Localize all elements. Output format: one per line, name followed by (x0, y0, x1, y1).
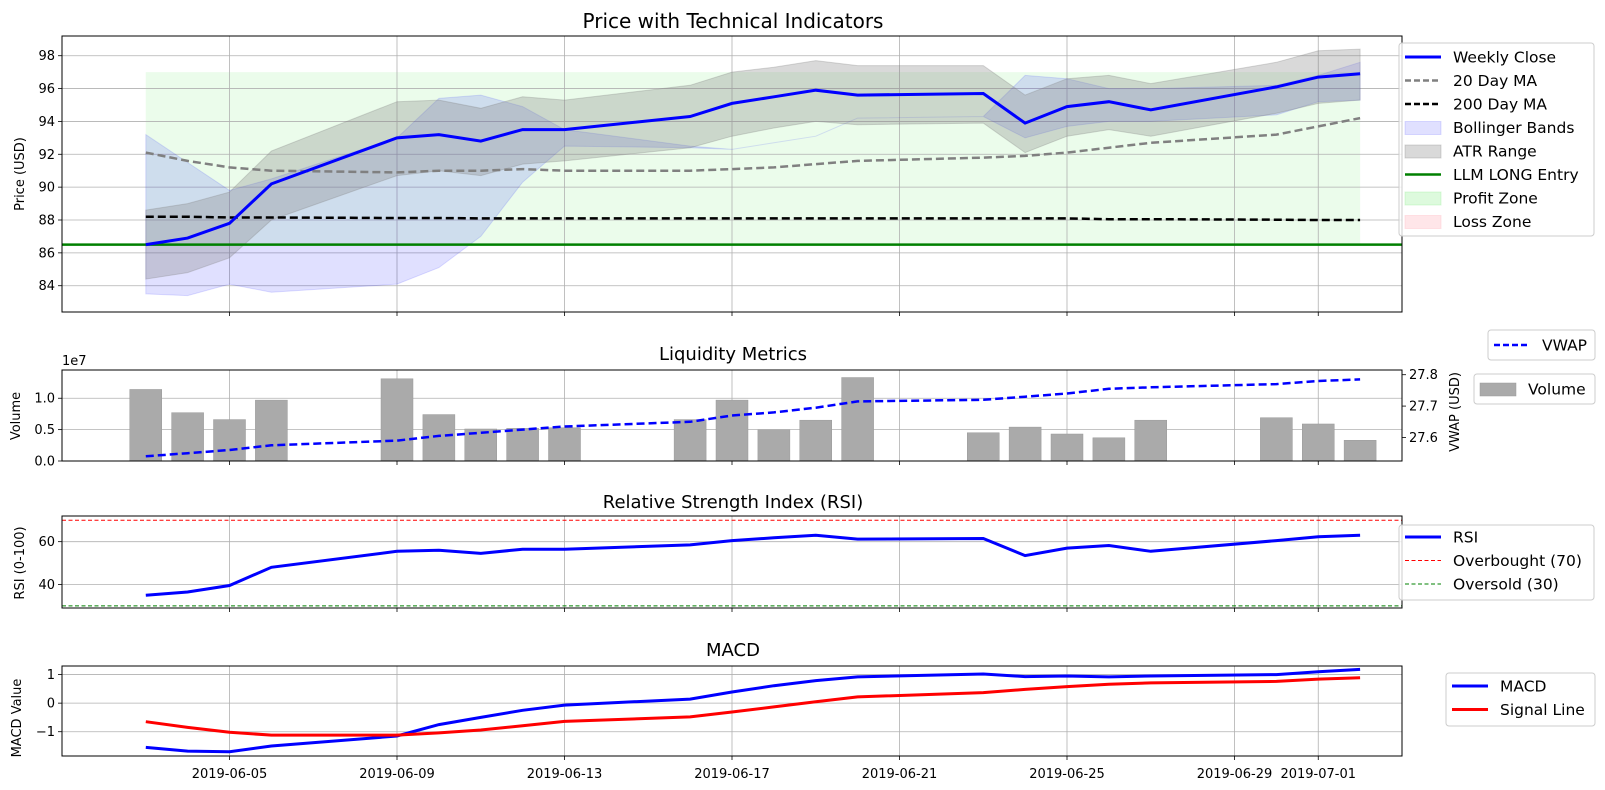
vwap-legend: VWAP (1487, 329, 1596, 361)
legend-label: MACD (1500, 678, 1547, 696)
rsi-ylabel: RSI (0-100) (13, 526, 28, 599)
liquidity-title: Liquidity Metrics (659, 344, 807, 365)
legend-swatch (1404, 144, 1442, 159)
liquidity-panel: Liquidity Metrics Volume 1e7 VWAP (USD) … (9, 329, 1596, 470)
legend-label: 20 Day MA (1453, 72, 1538, 90)
volume-bar (841, 377, 874, 462)
weekly-close-line (145, 72, 1361, 247)
y-tick-label: 84 (38, 279, 55, 294)
y2-tick-label: 27.6 (1409, 431, 1438, 446)
y-tick-label: −1 (36, 725, 55, 740)
price-panel: Price with Technical Indicators Price (U… (13, 9, 1595, 316)
y-tick-label: 1.0 (34, 392, 55, 407)
volume-bar (506, 428, 539, 462)
volume-bar (1092, 437, 1126, 462)
volume-bar (715, 399, 749, 462)
legend-swatch (1479, 382, 1517, 397)
volume-legend: Volume (1473, 373, 1596, 405)
x-tick-label: 2019-06-05 (192, 767, 268, 782)
y-tick-label: 0 (47, 697, 55, 712)
volume-bar (673, 419, 707, 462)
legend-label: ATR Range (1453, 143, 1537, 161)
rsi-legend: RSI Overbought (70) Oversold (30) (1398, 524, 1595, 601)
volume-bar (1343, 440, 1377, 462)
volume-ylabel: Volume (9, 392, 24, 440)
rsi-title: Relative Strength Index (RSI) (603, 492, 863, 513)
macd-line (145, 667, 1361, 754)
rsi-plot-area: 40 60 (38, 515, 1403, 612)
legend-label: Overbought (70) (1453, 552, 1582, 570)
volume-bar (548, 427, 581, 462)
y-tick-label: 1 (47, 668, 55, 683)
volume-bar (380, 378, 414, 462)
volume-bar (1302, 423, 1335, 462)
volume-bar (129, 389, 162, 462)
legend-label: Weekly Close (1453, 49, 1556, 67)
volume-bar (255, 399, 288, 462)
legend-label: VWAP (1542, 337, 1587, 355)
y-tick-label: 40 (38, 578, 55, 593)
y-tick-label: 92 (38, 148, 55, 163)
price-title: Price with Technical Indicators (583, 9, 884, 33)
legend-label: Bollinger Bands (1453, 119, 1574, 137)
y-tick-label: 88 (38, 214, 55, 229)
macd-plot-area: −1 0 1 (36, 665, 1403, 760)
macd-title: MACD (706, 640, 760, 661)
vwap-ylabel: VWAP (USD) (1448, 372, 1463, 452)
volume-bar (1050, 433, 1084, 462)
price-plot-area: 84 86 88 90 92 94 96 98 (38, 35, 1403, 316)
macd-legend: MACD Signal Line (1445, 672, 1596, 727)
signal-line (145, 676, 1361, 737)
y-tick-label: 90 (38, 181, 55, 196)
price-legend: Weekly Close 20 Day MA 200 Day MA Bollinger… (1398, 42, 1595, 237)
rsi-panel: Relative Strength Index (RSI) RSI (0-100… (13, 492, 1595, 612)
volume-bar (967, 432, 1000, 462)
legend-swatch (1404, 215, 1442, 229)
legend-swatch (1404, 191, 1442, 206)
y-tick-label: 60 (38, 535, 55, 550)
rsi-line (145, 533, 1361, 597)
y2-tick-label: 27.7 (1409, 400, 1438, 415)
x-tick-label: 2019-06-21 (862, 767, 938, 782)
y-tick-label: 98 (38, 49, 55, 64)
legend-label: LLM LONG Entry (1453, 166, 1579, 184)
y-tick-label: 86 (38, 246, 55, 261)
y2-tick-label: 27.8 (1409, 368, 1438, 383)
legend-label: Profit Zone (1453, 190, 1538, 208)
volume-bar (799, 419, 832, 462)
y-tick-label: 0.0 (34, 455, 55, 470)
x-tick-label: 2019-06-25 (1029, 767, 1105, 782)
x-tick-label: 2019-07-01 (1280, 767, 1356, 782)
200-day-ma-line (145, 215, 1361, 222)
x-tick-label: 2019-06-09 (359, 767, 435, 782)
x-tick-label: 2019-06-29 (1197, 767, 1273, 782)
volume-bar (1260, 417, 1293, 462)
macd-ylabel: MACD Value (10, 679, 25, 758)
20-day-ma-line (145, 116, 1361, 174)
y-tick-label: 94 (38, 115, 55, 130)
volume-bar (757, 429, 791, 462)
volume-bar (213, 419, 246, 462)
y-tick-label: 96 (38, 82, 55, 97)
legend-label: Volume (1528, 381, 1586, 399)
legend-label: Oversold (30) (1453, 576, 1559, 594)
date-x-axis: 2019-06-05 2019-06-09 2019-06-13 2019-06-17… (192, 767, 1356, 782)
atr-band (145, 48, 1361, 280)
volume-bar (1134, 419, 1167, 462)
legend-label: RSI (1453, 529, 1478, 547)
legend-label: Signal Line (1500, 701, 1585, 719)
x-tick-label: 2019-06-13 (527, 767, 603, 782)
x-tick-label: 2019-06-17 (694, 767, 770, 782)
liquidity-plot-area: 0.0 0.5 1.0 27.6 27.7 27.8 (34, 368, 1438, 469)
macd-panel: MACD MACD Value −1 0 1 MACD Signal Line (10, 640, 1596, 760)
legend-swatch (1404, 121, 1442, 135)
vwap-line (145, 378, 1361, 458)
legend-label: 200 Day MA (1453, 96, 1547, 114)
volume-offset-label: 1e7 (62, 354, 87, 369)
legend-label: Loss Zone (1453, 213, 1531, 231)
volume-bar (1008, 426, 1042, 462)
y-tick-label: 0.5 (34, 423, 55, 438)
price-ylabel: Price (USD) (13, 137, 28, 211)
